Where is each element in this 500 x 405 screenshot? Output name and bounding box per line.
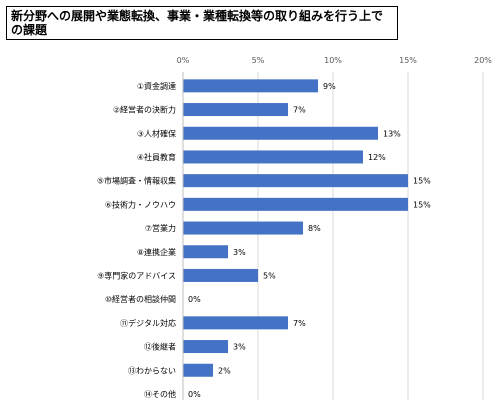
category-label: ⑬わからない [128,366,176,375]
x-tick-label: 5% [252,56,265,65]
category-label: ④社員教育 [137,152,176,162]
x-tick-label: 20% [474,56,492,65]
category-label: ⑩経営者の相談仲間 [105,294,176,304]
bar [183,126,378,140]
bar [183,103,288,117]
category-label: ⑨専門家のアドバイス [97,270,176,280]
category-label: ②経営者の決断力 [113,105,176,115]
category-label: ①資金調達 [137,81,176,91]
bar [183,340,228,354]
category-label: ⑪デジタル対応 [120,318,176,328]
category-label: ⑭その他 [144,389,176,399]
data-label: 7% [293,106,306,115]
data-label: 15% [413,200,431,209]
category-label: ⑫後継者 [144,342,176,352]
data-label: 12% [368,153,386,162]
bar [183,245,228,259]
bar [183,197,408,211]
data-label: 3% [233,343,246,352]
bar [183,150,363,164]
x-tick-label: 15% [399,56,417,65]
bar [183,316,288,330]
category-label: ⑦営業力 [145,223,176,233]
bar [183,79,318,93]
chart-title: 新分野への展開や業態転換、事業・業種転換等の取り組みを行う上での課題 [6,6,398,40]
data-label: 0% [188,295,201,304]
category-label: ⑥技術力・ノウハウ [105,199,176,209]
data-label: 13% [383,129,401,138]
category-label: ③人材確保 [137,128,176,138]
bar [183,268,258,282]
bar [183,363,213,377]
data-label: 2% [218,366,231,375]
data-label: 9% [323,82,336,91]
category-label: ⑤市場調査・情報収集 [97,176,176,186]
data-label: 7% [293,319,306,328]
category-label: ⑧連携企業 [137,247,176,257]
data-label: 5% [263,271,276,280]
x-tick-label: 0% [177,56,190,65]
bar [183,221,303,235]
data-label: 0% [188,390,201,399]
data-label: 3% [233,248,246,257]
data-label: 15% [413,177,431,186]
data-label: 8% [308,224,321,233]
bar [183,174,408,188]
x-tick-label: 10% [324,56,342,65]
